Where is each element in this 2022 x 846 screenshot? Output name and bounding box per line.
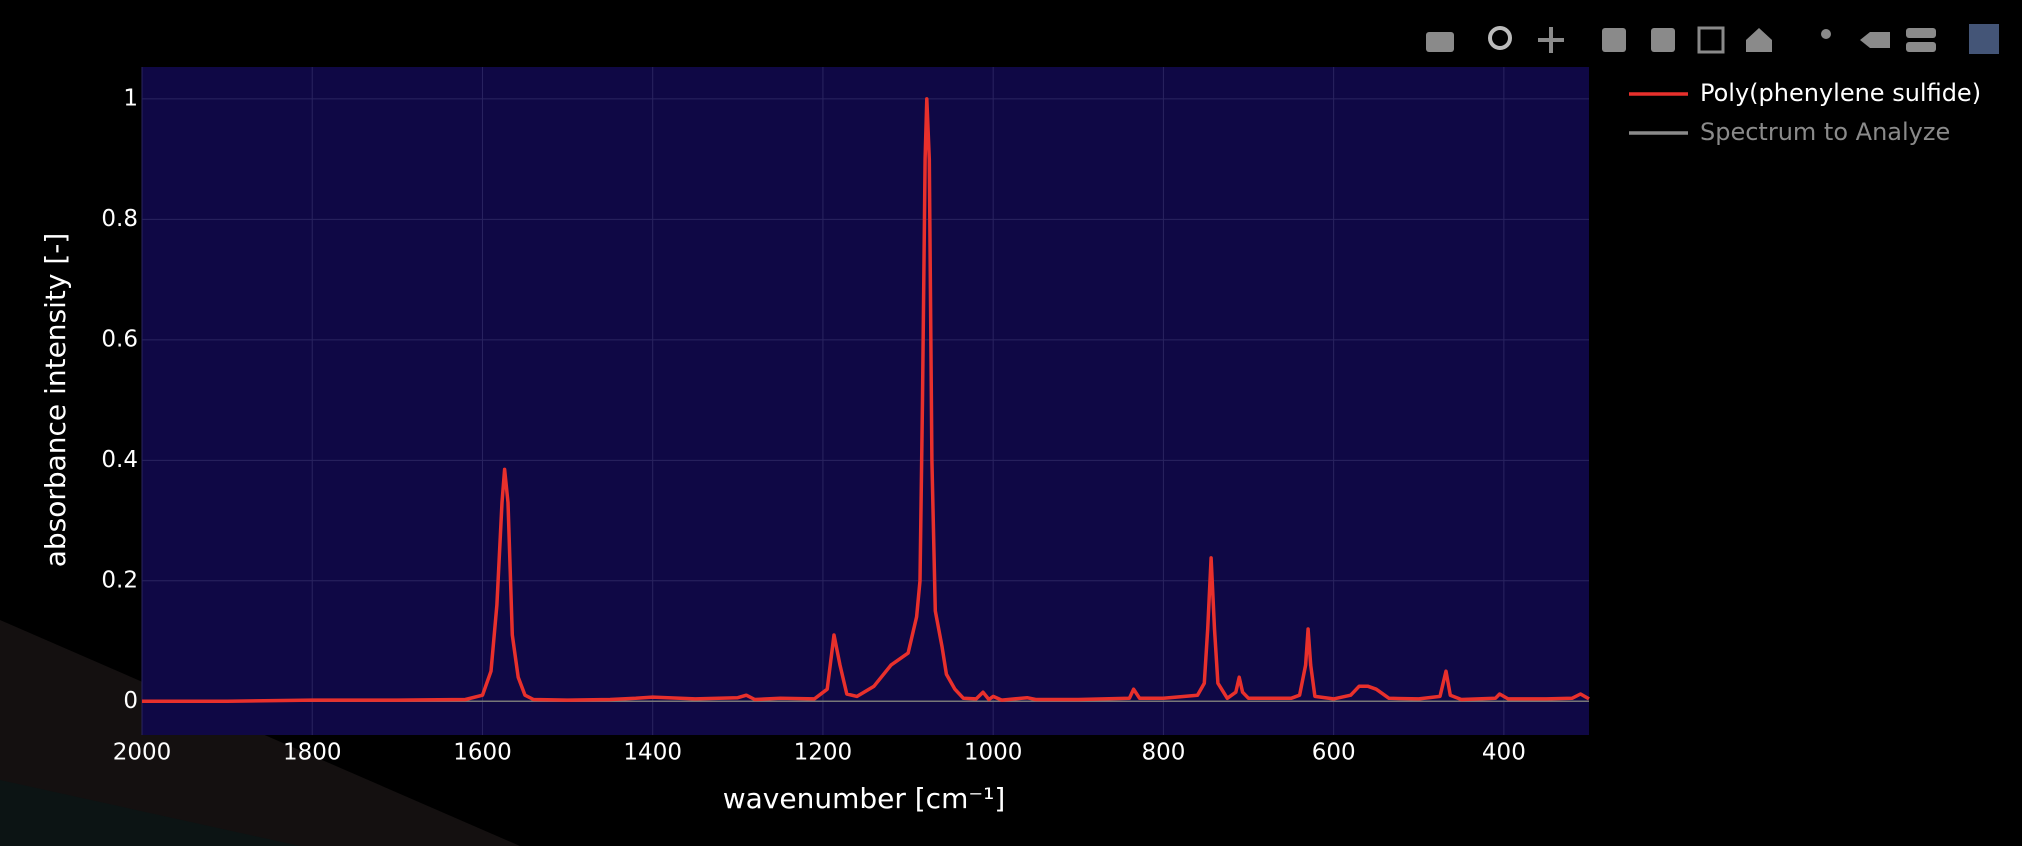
legend-label: Spectrum to Analyze xyxy=(1700,118,1950,146)
x-tick-label: 1600 xyxy=(453,740,512,766)
y-axis-title: absorbance intensity [-] xyxy=(39,233,72,568)
y-tick-label: 0 xyxy=(123,688,138,714)
y-tick-label: 0.8 xyxy=(101,206,138,232)
camera-icon[interactable] xyxy=(1426,32,1454,52)
hover-compare-icon[interactable] xyxy=(1906,28,1936,38)
y-tick-label: 0.6 xyxy=(101,326,138,352)
x-tick-label: 800 xyxy=(1141,740,1185,766)
reset-icon[interactable] xyxy=(1746,28,1772,52)
x-tick-label: 600 xyxy=(1312,740,1356,766)
spike-icon[interactable] xyxy=(1821,29,1831,39)
pan-icon[interactable] xyxy=(1538,27,1564,53)
plotly-logo[interactable] xyxy=(1969,24,1999,54)
background-shape xyxy=(0,780,300,846)
y-tick-label: 1 xyxy=(123,85,138,111)
x-tick-label: 1200 xyxy=(794,740,853,766)
spectrum-line xyxy=(142,97,1590,704)
autoscale-icon[interactable] xyxy=(1697,26,1725,54)
zoom-in-icon[interactable] xyxy=(1602,28,1626,52)
plot-area xyxy=(142,67,1589,735)
x-tick-label: 400 xyxy=(1482,740,1526,766)
x-tick-label: 1800 xyxy=(283,740,342,766)
y-tick-label: 0.4 xyxy=(101,447,138,473)
x-tick-label: 2000 xyxy=(113,740,172,766)
modebar xyxy=(1426,24,1999,54)
x-tick-label: 1400 xyxy=(623,740,682,766)
hover-compare-icon-part xyxy=(1906,42,1936,52)
hover-closest-icon[interactable] xyxy=(1860,32,1890,48)
x-axis-title: wavenumber [cm⁻¹] xyxy=(723,782,1006,815)
legend-label: Poly(phenylene sulfide) xyxy=(1700,79,1981,107)
y-tick-label: 0.2 xyxy=(101,567,138,593)
zoom-icon[interactable] xyxy=(1488,26,1512,50)
zoom-out-icon[interactable] xyxy=(1651,28,1675,52)
x-tick-label: 1000 xyxy=(964,740,1023,766)
